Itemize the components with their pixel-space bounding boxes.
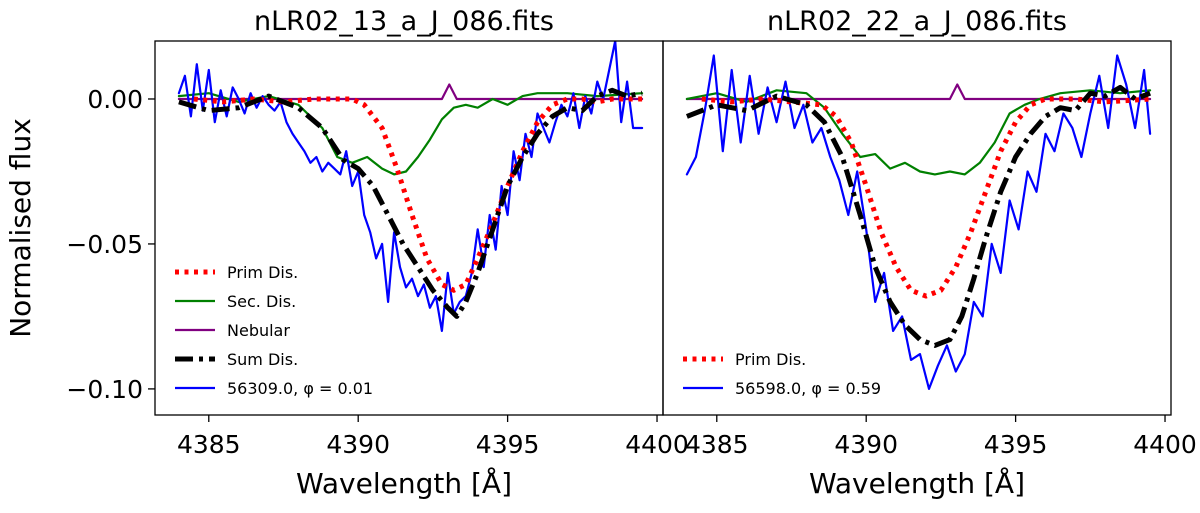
- y-tick-label-0-2: −0.10: [66, 375, 143, 404]
- y-tick-label-0-0: 0.00: [87, 85, 143, 114]
- x-tick-label-1-3: 4400: [1133, 430, 1197, 459]
- left-panel-lines: [177, 41, 644, 332]
- left-panel: nLR02_13_a_J_086.fits 4385 4390 4395 4400 0.…: [4, 6, 689, 500]
- legend-label-prim-dis-0: Prim Dis.: [227, 263, 298, 282]
- x-tick-label-0-2: 4395: [476, 430, 540, 459]
- right-panel-xlabel: Wavelength [Å]: [809, 466, 1025, 500]
- right-panel-frame: [662, 40, 1172, 416]
- x-tick-label-1-1: 4390: [834, 430, 898, 459]
- legend-label-prim-dis-1: Prim Dis.: [735, 350, 806, 369]
- left-panel-ticks: 4385 4390 4395 4400 0.00 −0.05 −0.10: [66, 85, 688, 459]
- series-line-prim-dis-1: [701, 96, 1151, 299]
- legend-label-sum-dis-0: Sum Dis.: [227, 350, 298, 369]
- right-panel-lines: [685, 54, 1152, 390]
- legend-label-nebular-0: Nebular: [227, 321, 290, 340]
- series-line-sum-dis-0: [178, 87, 643, 319]
- series-line-sec-dis-1: [685, 89, 1152, 176]
- series-line-56309-0-0: [177, 41, 644, 332]
- right-panel-ticks: 4385 4390 4395 4400: [685, 415, 1197, 459]
- legend-label-56598-0-1: 56598.0, φ = 0.59: [735, 379, 881, 398]
- series-line-prim-dis-0: [193, 96, 643, 293]
- legend-label-sec-dis-0: Sec. Dis.: [227, 292, 296, 311]
- left-panel-title: nLR02_13_a_J_086.fits: [254, 6, 554, 37]
- legend-label-56309-0-0: 56309.0, φ = 0.01: [227, 379, 373, 398]
- left-panel-xlabel: Wavelength [Å]: [296, 466, 512, 500]
- series-line-sum-dis-1: [685, 84, 1152, 348]
- series-line-nebular-1: [685, 83, 1152, 101]
- x-tick-label-1-2: 4395: [984, 430, 1048, 459]
- x-tick-label-0-3: 4400: [625, 430, 689, 459]
- x-tick-label-0-0: 4385: [177, 430, 241, 459]
- x-tick-label-1-0: 4385: [685, 430, 749, 459]
- y-axis-label: Normalised flux: [4, 118, 37, 338]
- series-line-sec-dis-0: [177, 92, 644, 176]
- y-tick-label-0-1: −0.05: [66, 230, 143, 259]
- right-panel-title: nLR02_22_a_J_086.fits: [767, 6, 1067, 37]
- left-panel-legend: Prim Dis. Sec. Dis. Nebular Sum Dis. 56309.0…: [175, 263, 373, 398]
- right-panel-legend: Prim Dis. 56598.0, φ = 0.59: [683, 350, 881, 398]
- x-tick-label-0-1: 4390: [326, 430, 390, 459]
- right-panel: nLR02_22_a_J_086.fits 4385 4390 4395 4400 W…: [662, 6, 1197, 500]
